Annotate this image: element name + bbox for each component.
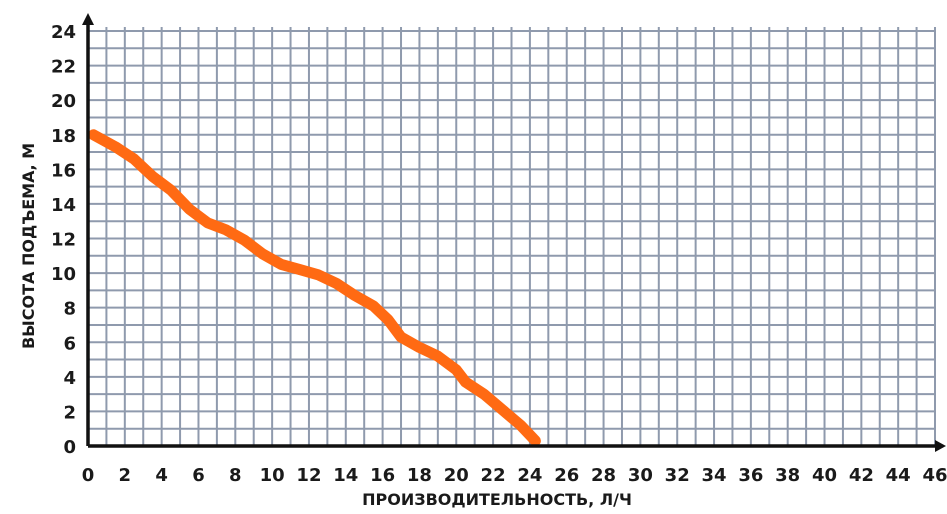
x-tick-label: 30 xyxy=(628,465,653,486)
x-tick-label: 42 xyxy=(849,465,874,486)
x-axis-label: ПРОИЗВОДИТЕЛЬНОСТЬ, Л/Ч xyxy=(362,490,632,509)
x-axis-arrow xyxy=(935,440,946,452)
x-tick-label: 34 xyxy=(702,465,727,486)
y-tick-label: 20 xyxy=(51,91,76,112)
chart-grid xyxy=(88,27,936,446)
x-tick-label: 4 xyxy=(155,465,168,486)
y-tick-label: 6 xyxy=(63,333,76,354)
x-tick-label: 36 xyxy=(738,465,763,486)
x-tick-label: 28 xyxy=(591,465,616,486)
y-tick-label: 24 xyxy=(51,22,76,43)
y-tick-label: 16 xyxy=(51,160,76,181)
y-tick-label: 8 xyxy=(63,299,76,320)
x-tick-label: 26 xyxy=(554,465,579,486)
x-tick-label: 20 xyxy=(444,465,469,486)
y-axis-arrow xyxy=(82,13,94,25)
y-axis-label: ВЫСОТА ПОДЪЕМА, М xyxy=(19,143,38,349)
x-tick-labels: 0 2 4 6 8 10 12 14 16 18 20 22 24 26 28 30 32 34 36 38 40 42 4… xyxy=(82,465,947,486)
x-tick-label: 6 xyxy=(192,465,205,486)
series-layer xyxy=(88,129,541,447)
x-tick-label: 46 xyxy=(922,465,947,486)
y-tick-label: 4 xyxy=(63,368,76,389)
x-tick-label: 10 xyxy=(260,465,285,486)
x-tick-label: 44 xyxy=(886,465,911,486)
chart-axes xyxy=(82,13,946,452)
y-tick-label: 18 xyxy=(51,126,76,147)
x-tick-label: 14 xyxy=(333,465,358,486)
x-tick-label: 40 xyxy=(812,465,837,486)
x-tick-label: 24 xyxy=(517,465,542,486)
x-tick-label: 18 xyxy=(407,465,432,486)
x-tick-label: 12 xyxy=(296,465,321,486)
x-tick-label: 32 xyxy=(665,465,690,486)
x-tick-label: 22 xyxy=(481,465,506,486)
x-tick-label: 38 xyxy=(775,465,800,486)
x-tick-label: 2 xyxy=(119,465,132,486)
y-tick-label: 14 xyxy=(51,195,76,216)
x-tick-label: 8 xyxy=(229,465,242,486)
y-tick-label: 12 xyxy=(51,230,76,251)
y-tick-label: 22 xyxy=(51,57,76,78)
y-tick-label: 0 xyxy=(63,437,76,458)
x-tick-label: 0 xyxy=(82,465,95,486)
series-line xyxy=(88,129,541,447)
x-tick-label: 16 xyxy=(370,465,395,486)
y-tick-label: 10 xyxy=(51,264,76,285)
y-tick-label: 2 xyxy=(63,402,76,423)
